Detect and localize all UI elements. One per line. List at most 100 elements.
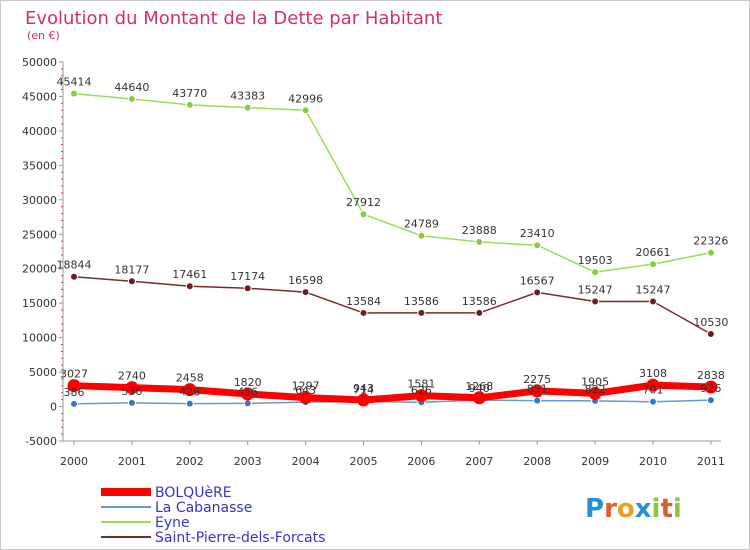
data-point bbox=[185, 399, 194, 408]
data-point bbox=[417, 231, 426, 240]
x-tick-label: 2008 bbox=[523, 455, 551, 468]
series-line bbox=[70, 381, 715, 404]
data-label: 940 bbox=[469, 382, 490, 395]
data-point bbox=[649, 397, 657, 406]
data-label: 23888 bbox=[462, 224, 497, 237]
data-point bbox=[533, 241, 542, 250]
data-point bbox=[591, 297, 600, 306]
data-label: 16598 bbox=[288, 274, 323, 287]
data-label: 926 bbox=[700, 382, 721, 395]
data-label: 27912 bbox=[346, 196, 381, 209]
data-label: 2458 bbox=[176, 372, 204, 385]
data-point bbox=[706, 329, 715, 338]
x-tick-label: 2000 bbox=[60, 455, 88, 468]
data-label: 18177 bbox=[114, 263, 149, 276]
data-point bbox=[301, 106, 310, 115]
y-tick-label: 40000 bbox=[22, 125, 57, 138]
data-label: 626 bbox=[411, 384, 432, 397]
data-label: 16567 bbox=[520, 274, 555, 287]
y-tick-label: 45000 bbox=[22, 90, 57, 103]
y-tick-label: 35000 bbox=[22, 159, 57, 172]
series-layer bbox=[67, 89, 718, 408]
data-label: 851 bbox=[527, 383, 548, 396]
data-point bbox=[243, 399, 252, 408]
legend-label: BOLQUèRE bbox=[155, 485, 232, 501]
data-point bbox=[706, 396, 715, 405]
y-tick-label: 5000 bbox=[29, 366, 57, 379]
data-point bbox=[243, 103, 252, 112]
data-label: 20661 bbox=[636, 246, 671, 259]
data-point bbox=[70, 89, 78, 98]
data-point bbox=[359, 308, 368, 317]
data-label: 3027 bbox=[60, 368, 88, 381]
data-label: 43383 bbox=[230, 90, 265, 103]
data-labels-layer: 45414 44640 43770 43383 42996 27912 24789 23888… bbox=[57, 76, 729, 399]
legend-label: La Cabanasse bbox=[155, 500, 252, 516]
data-point bbox=[357, 393, 370, 407]
data-label: 10530 bbox=[693, 316, 728, 329]
data-point bbox=[475, 237, 484, 246]
data-point bbox=[299, 391, 313, 405]
legend-label: Eyne bbox=[155, 515, 190, 531]
data-label: 943 bbox=[353, 382, 374, 395]
legend-entry: Saint-Pierre-dels-Forcats bbox=[101, 530, 325, 546]
data-label: 714 bbox=[353, 384, 374, 397]
logo-letter: r bbox=[604, 494, 617, 524]
data-label: 13586 bbox=[462, 295, 497, 308]
data-label: 1581 bbox=[407, 378, 435, 391]
data-label: 456 bbox=[237, 385, 258, 398]
data-point bbox=[243, 284, 252, 293]
data-point bbox=[591, 268, 600, 277]
data-label: 13586 bbox=[404, 295, 439, 308]
x-tick-label: 2010 bbox=[639, 455, 667, 468]
x-tick-label: 2003 bbox=[234, 455, 262, 468]
data-point bbox=[649, 297, 657, 306]
series-line bbox=[73, 275, 712, 335]
logo-text: Proxiti bbox=[585, 494, 682, 524]
data-point bbox=[530, 384, 544, 398]
legend-entry: Eyne bbox=[101, 515, 190, 531]
data-label: 24789 bbox=[404, 218, 439, 231]
data-point bbox=[67, 379, 81, 393]
series-eyne bbox=[70, 89, 715, 277]
data-point bbox=[70, 399, 78, 408]
data-label: 643 bbox=[295, 384, 316, 397]
data-point bbox=[472, 391, 486, 405]
series-line bbox=[73, 399, 712, 405]
data-point bbox=[70, 272, 78, 281]
series-line bbox=[73, 92, 712, 273]
series-saint-pierre-dels-forcats bbox=[70, 272, 715, 338]
data-label: 15247 bbox=[578, 283, 613, 296]
data-label: 536 bbox=[121, 385, 142, 398]
data-label: 1297 bbox=[292, 380, 320, 393]
data-label: 23410 bbox=[520, 227, 555, 240]
data-label: 701 bbox=[643, 384, 664, 397]
data-label: 2838 bbox=[697, 369, 725, 382]
axes: -5000 0 5000 10000 15000 20000 25000 30000 35000… bbox=[22, 56, 725, 468]
data-label: 45414 bbox=[57, 76, 92, 89]
logo-letter: t bbox=[660, 494, 672, 524]
data-label: 822 bbox=[585, 383, 606, 396]
y-tick-label: 50000 bbox=[22, 56, 57, 69]
y-tick-label: 30000 bbox=[22, 194, 57, 207]
y-tick-label: -5000 bbox=[25, 435, 57, 448]
data-point bbox=[125, 381, 139, 395]
x-tick-label: 2007 bbox=[465, 455, 493, 468]
data-point bbox=[183, 383, 197, 397]
y-tick-label: 0 bbox=[50, 401, 57, 414]
data-label: 426 bbox=[179, 386, 200, 399]
x-tick-label: 2006 bbox=[407, 455, 435, 468]
data-point bbox=[475, 308, 484, 317]
y-tick-label: 10000 bbox=[22, 332, 57, 345]
data-point bbox=[127, 277, 136, 286]
y-tick-label: 20000 bbox=[22, 263, 57, 276]
data-label: 386 bbox=[64, 386, 85, 399]
data-point bbox=[241, 387, 255, 401]
y-tick-label: 25000 bbox=[22, 228, 57, 241]
data-label: 17461 bbox=[172, 268, 207, 281]
data-point bbox=[301, 288, 310, 297]
data-label: 3108 bbox=[639, 367, 667, 380]
